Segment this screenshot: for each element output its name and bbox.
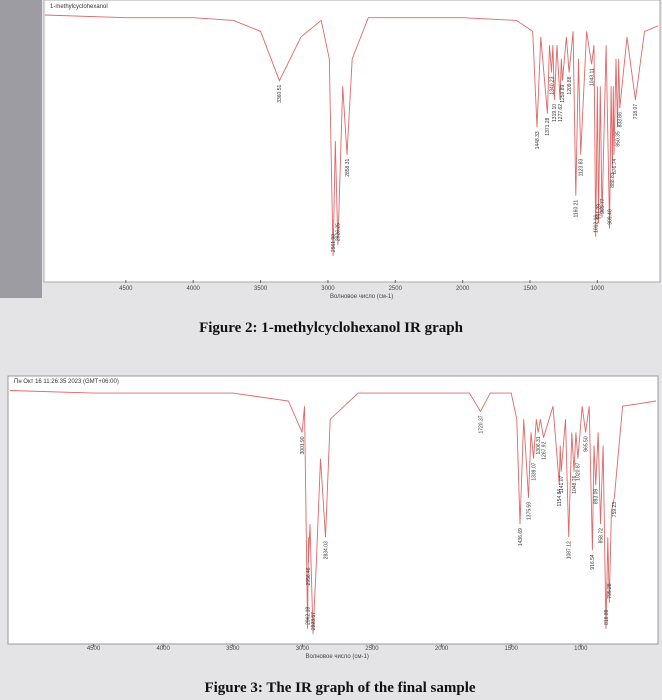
spectrum-line xyxy=(9,390,657,635)
peak-label: 1375.59 xyxy=(526,502,532,520)
x-tick-label: 1500 xyxy=(523,286,537,292)
peak-label: 850.35 xyxy=(615,131,621,147)
spectrum-line xyxy=(44,14,659,257)
peak-label: 876.74 xyxy=(612,158,618,174)
peak-label: 833.66 xyxy=(618,112,624,128)
peak-label: 1720.37 xyxy=(478,415,484,433)
peak-label: 858.72 xyxy=(598,528,604,544)
peak-label: 2926.25 xyxy=(336,223,342,241)
peak-label: 3360.51 xyxy=(277,85,283,103)
peak-label: 1154.84 xyxy=(557,489,563,507)
x-tick-label: 3000 xyxy=(321,286,335,292)
x-axis-label: Волновое число (см-1) xyxy=(306,654,369,660)
plot-frame-2 xyxy=(7,375,659,645)
peak-label: 1340.23 xyxy=(549,76,555,94)
peak-label: 1043.11 xyxy=(589,68,595,86)
x-tick-label: 2000 xyxy=(435,646,449,652)
peak-label: 1306.31 xyxy=(536,436,542,454)
peak-label: 1339.07 xyxy=(531,462,537,480)
peak-label: 1087.12 xyxy=(566,541,572,559)
chart-title: Пн Окт 16 11:26:35 2023 (GMT+06:00) xyxy=(14,379,119,385)
peak-label: 2923.57 xyxy=(311,612,317,630)
peak-label: 1048.76 xyxy=(572,475,578,493)
peak-label: 1371.28 xyxy=(545,117,551,135)
peak-label: 1277.62 xyxy=(558,104,564,122)
peak-label: 3001.90 xyxy=(300,436,306,454)
peak-label: 893.09 xyxy=(594,489,600,505)
peak-label: 795.28 xyxy=(607,583,613,599)
x-tick-label: 1500 xyxy=(505,646,519,652)
peak-label: 1123.83 xyxy=(578,158,584,176)
peak-label: 965.50 xyxy=(583,436,589,452)
peak-label: 916.54 xyxy=(590,554,596,570)
x-tick-label: 3500 xyxy=(226,646,240,652)
x-tick-label: 2500 xyxy=(389,286,403,292)
peak-label: 2956.46 xyxy=(306,567,312,585)
chart-title: 1-methylcyclohexanol xyxy=(50,4,108,10)
peak-label: 909.40 xyxy=(607,209,613,225)
peak-label: 718.07 xyxy=(633,104,639,120)
peak-label: 1209.88 xyxy=(567,76,573,94)
peak-label: 1267.92 xyxy=(541,441,547,459)
peak-label: 1141.07 xyxy=(559,475,565,493)
peak-label: 1012.16 xyxy=(594,215,600,233)
peak-label: 2962.18 xyxy=(305,607,311,625)
peak-label: 965.77 xyxy=(600,198,606,214)
plot-frame-1 xyxy=(43,0,661,283)
x-axis-label: Волновое число (см-1) xyxy=(330,294,393,300)
x-tick-label: 4000 xyxy=(187,286,201,292)
x-tick-label: 4500 xyxy=(87,646,101,652)
peak-label: 2858.31 xyxy=(345,158,351,176)
peak-label: 1160.21 xyxy=(574,200,580,218)
peak-label: 1259.89 xyxy=(560,85,566,103)
peak-label: 818.89 xyxy=(604,609,610,625)
caption: Figure 3: The IR graph of the final samp… xyxy=(204,680,475,696)
peak-label: 888.83 xyxy=(610,172,616,188)
peak-label: 2961.90 xyxy=(331,234,337,252)
peak-label: 1436.69 xyxy=(518,528,524,546)
x-tick-label: 4500 xyxy=(119,286,133,292)
peak-label: 759.23 xyxy=(612,502,618,518)
caption: Figure 2: 1-methylcyclohexanol IR graph xyxy=(199,320,464,336)
x-tick-label: 3000 xyxy=(296,646,310,652)
x-tick-label: 1000 xyxy=(574,646,588,652)
x-tick-label: 4000 xyxy=(156,646,170,652)
peak-label: 1319.10 xyxy=(552,104,558,122)
x-tick-label: 2000 xyxy=(456,286,470,292)
x-tick-label: 2500 xyxy=(365,646,379,652)
peak-label: 2834.03 xyxy=(323,541,329,559)
peak-label: 1448.33 xyxy=(535,131,541,149)
peak-label: 991.29 xyxy=(596,204,602,220)
sidebar xyxy=(0,0,42,298)
x-tick-label: 3500 xyxy=(254,286,268,292)
x-tick-label: 1000 xyxy=(591,286,605,292)
peak-label: 1020.87 xyxy=(576,462,582,480)
